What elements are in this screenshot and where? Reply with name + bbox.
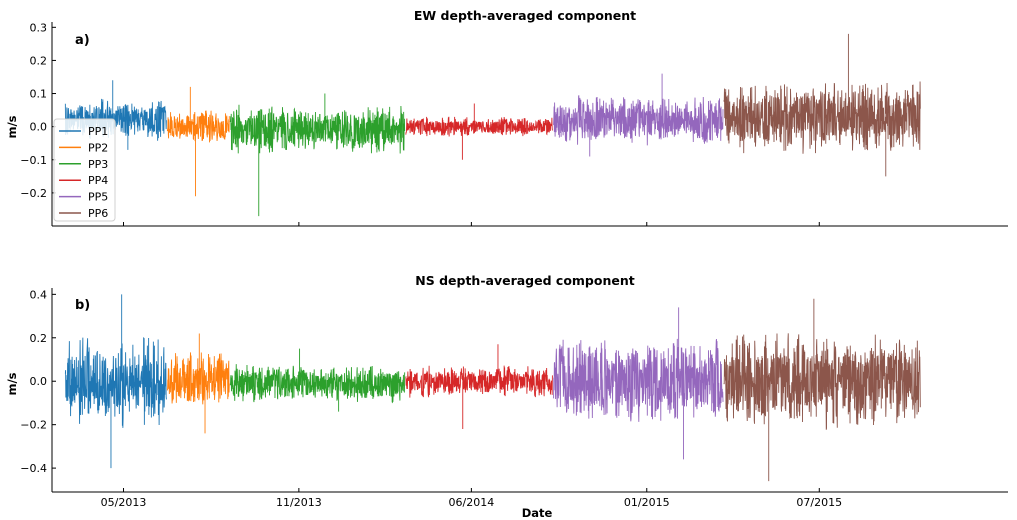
y-axis-label: m/s bbox=[5, 115, 19, 138]
legend-label: PP6 bbox=[88, 207, 108, 220]
series-line-pp6 bbox=[723, 33, 921, 177]
x-axis-label: Date bbox=[522, 506, 553, 520]
series-line-pp2 bbox=[166, 333, 230, 434]
series-line-pp5 bbox=[553, 307, 724, 460]
x-tick-label: 05/2013 bbox=[101, 496, 147, 509]
series-line-pp4 bbox=[405, 344, 553, 430]
x-tick-label: 11/2013 bbox=[276, 496, 322, 509]
legend-label: PP3 bbox=[88, 158, 108, 171]
legend-box bbox=[53, 118, 116, 222]
y-tick-label: −0.1 bbox=[20, 154, 47, 167]
x-tick-label: 07/2015 bbox=[796, 496, 842, 509]
y-tick-label: 0.4 bbox=[30, 288, 48, 301]
x-tick-label: 06/2014 bbox=[449, 496, 495, 509]
legend-label: PP2 bbox=[88, 141, 108, 154]
y-tick-label: 0.0 bbox=[30, 375, 48, 388]
legend-label: PP4 bbox=[88, 174, 108, 187]
series-line-pp6 bbox=[723, 298, 921, 482]
y-tick-label: −0.2 bbox=[20, 419, 47, 432]
y-tick-label: 0.2 bbox=[30, 332, 48, 345]
panel-ew: EW depth-averaged component a) m/s −0.2 −… bbox=[5, 8, 1008, 227]
series-line-pp4 bbox=[405, 103, 553, 160]
y-tick-label: −0.2 bbox=[20, 187, 47, 200]
series-line-pp1 bbox=[64, 294, 167, 469]
y-tick-label: 0.0 bbox=[30, 121, 48, 134]
legend-label: PP5 bbox=[88, 191, 108, 204]
y-tick-label: 0.2 bbox=[30, 54, 48, 67]
y-tick-label: 0.3 bbox=[30, 21, 48, 34]
chart-title: NS depth-averaged component bbox=[415, 273, 634, 288]
legend-label: PP1 bbox=[88, 125, 108, 138]
series-line-pp3 bbox=[229, 93, 406, 217]
series-traces bbox=[64, 294, 921, 482]
x-tick-label: 01/2015 bbox=[624, 496, 670, 509]
y-tick-label: −0.4 bbox=[20, 462, 47, 475]
y-tick-label: 0.1 bbox=[30, 88, 48, 101]
series-line-pp5 bbox=[552, 73, 724, 157]
y-axis-label: m/s bbox=[5, 372, 19, 395]
series-line-pp3 bbox=[229, 348, 406, 412]
legend: PP1 PP2 PP3 PP4 PP5 PP6 bbox=[53, 118, 116, 222]
panel-ns: NS depth-averaged component b) m/s Date … bbox=[5, 273, 1008, 520]
panel-label: a) bbox=[75, 33, 90, 48]
series-line-pp2 bbox=[166, 86, 230, 197]
panel-label: b) bbox=[75, 298, 90, 313]
series-traces bbox=[64, 33, 921, 217]
chart-title: EW depth-averaged component bbox=[414, 8, 636, 23]
